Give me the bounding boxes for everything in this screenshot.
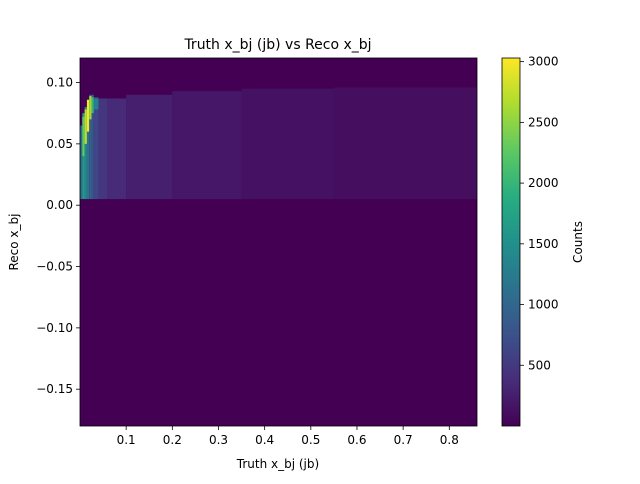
x-axis-label: Truth x_bj (jb) [236,457,319,471]
x-axis-ticks: 0.1 0.2 0.3 0.4 0.5 0.6 0.7 0.8 [117,426,459,447]
x-tick-label: 0.3 [209,433,228,447]
y-tick-label: 0.00 [46,198,73,212]
x-tick-label: 0.4 [255,433,274,447]
colorbar-ticks: 500 1000 1500 2000 2500 3000 [520,55,559,372]
y-axis-ticks: −0.15 −0.10 −0.05 0.00 0.05 0.10 [36,76,80,396]
chart-title: Truth x_bj (jb) vs Reco x_bj [183,37,371,53]
heatmap-cell [107,98,127,200]
y-axis-label: Reco x_bj [7,214,21,271]
heatmap-cell [241,88,334,200]
heatmap-cell [333,87,477,200]
colorbar-tick-label: 3000 [528,55,559,69]
heatmap-cell [89,96,92,120]
x-tick-label: 0.5 [301,433,320,447]
x-tick-label: 0.8 [440,433,459,447]
plot-frame [79,57,478,427]
y-tick-label: −0.05 [36,260,73,274]
colorbar-tick-label: 1000 [528,298,559,312]
colorbar-tick-label: 2500 [528,115,559,129]
y-tick-label: −0.15 [36,382,73,396]
y-tick-label: 0.05 [46,137,73,151]
heatmap-cell [93,98,99,110]
heatmap-cell [86,99,90,132]
heatmap-cell [82,116,85,157]
y-tick-label: −0.10 [36,321,73,335]
heatmap-cell [91,97,94,114]
heatmap-cells [80,87,477,200]
x-tick-label: 0.1 [117,433,136,447]
colorbar-tick-label: 500 [528,358,551,372]
colorbar-tick-label: 1500 [528,237,559,251]
heatmap-cell [89,94,92,200]
colorbar-tick-label: 2000 [528,176,559,190]
heatmap-cell [172,91,242,200]
x-tick-label: 0.6 [347,433,366,447]
heatmap-cell [84,107,87,200]
heatmap-cell [80,125,83,200]
heatmap-cell [126,94,173,200]
heatmap-cell [91,94,94,200]
x-tick-label: 0.2 [163,433,182,447]
heatmap-cell [84,109,87,144]
heatmap-cell [98,98,108,200]
heatmap-cell [86,100,90,200]
colorbar [501,57,521,427]
heatmap-cell [93,97,99,200]
y-tick-label: 0.10 [46,76,73,90]
x-tick-label: 0.7 [394,433,413,447]
colorbar-label: Counts [571,221,585,263]
